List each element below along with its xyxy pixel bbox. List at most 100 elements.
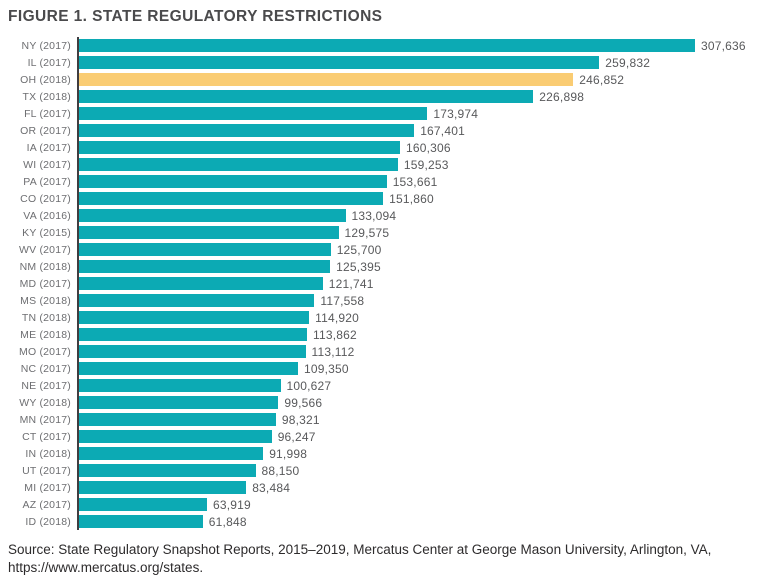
category-label: PA (2017) xyxy=(23,175,71,188)
category-label: AZ (2017) xyxy=(22,498,71,511)
bar-track: 133,094 xyxy=(77,207,760,224)
bar xyxy=(79,430,272,443)
value-label: 91,998 xyxy=(269,446,308,461)
category-label: MS (2018) xyxy=(20,294,71,307)
bar-track: 307,636 xyxy=(77,37,760,54)
value-label: 153,661 xyxy=(392,174,438,189)
category-label: KY (2015) xyxy=(22,226,71,239)
bar xyxy=(79,209,346,222)
value-label: 259,832 xyxy=(605,55,651,70)
category-label: UT (2017) xyxy=(22,464,71,477)
bar-row: ID (2018) 61,848 xyxy=(8,513,760,530)
bar xyxy=(79,39,695,52)
bar-track: 91,998 xyxy=(77,445,760,462)
bar-track: 99,566 xyxy=(77,394,760,411)
category-label: MD (2017) xyxy=(19,277,71,290)
category-label: NC (2017) xyxy=(20,362,71,375)
bar-track: 113,862 xyxy=(77,326,760,343)
category-label: FL (2017) xyxy=(24,107,71,120)
bar xyxy=(79,498,207,511)
bar-track: 63,919 xyxy=(77,496,760,513)
category-label: OH (2018) xyxy=(20,73,71,86)
bar-track: 125,700 xyxy=(77,241,760,258)
bar-row: CT (2017) 96,247 xyxy=(8,428,760,445)
value-label: 125,700 xyxy=(336,242,382,257)
bar-track: 117,558 xyxy=(77,292,760,309)
bar-row: WI (2017) 159,253 xyxy=(8,156,760,173)
bar-row: CO (2017) 151,860 xyxy=(8,190,760,207)
value-label: 98,321 xyxy=(281,412,320,427)
category-label: NE (2017) xyxy=(21,379,71,392)
bar-track: 153,661 xyxy=(77,173,760,190)
bar-track: 246,852 xyxy=(77,71,760,88)
bar-track: 159,253 xyxy=(77,156,760,173)
value-label: 133,094 xyxy=(351,208,397,223)
value-label: 113,862 xyxy=(313,327,357,342)
bar-track: 96,247 xyxy=(77,428,760,445)
bar-track: 129,575 xyxy=(77,224,760,241)
category-label: IL (2017) xyxy=(27,56,71,69)
value-label: 167,401 xyxy=(420,123,465,138)
value-label: 117,558 xyxy=(320,293,365,308)
bar xyxy=(79,447,264,460)
category-label: MN (2017) xyxy=(19,413,71,426)
bar xyxy=(79,158,398,171)
bar xyxy=(79,396,279,409)
bar xyxy=(79,345,306,358)
bar-track: 88,150 xyxy=(77,462,760,479)
value-label: 151,860 xyxy=(389,191,434,206)
value-label: 125,395 xyxy=(336,259,381,274)
bar-chart: NY (2017) 307,636 IL (2017) 259,832 OH (2018… xyxy=(8,37,760,530)
value-label: 246,852 xyxy=(579,72,625,87)
bar xyxy=(79,379,281,392)
bar-row: MI (2017) 83,484 xyxy=(8,479,760,496)
bar-track: 173,974 xyxy=(77,105,760,122)
category-label: MO (2017) xyxy=(19,345,71,358)
value-label: 100,627 xyxy=(286,378,332,393)
bar-row: IL (2017) 259,832 xyxy=(8,54,760,71)
chart-plot-area: NY (2017) 307,636 IL (2017) 259,832 OH (2018… xyxy=(8,37,760,530)
value-label: 173,974 xyxy=(433,106,479,121)
bar-row: IN (2018) 91,998 xyxy=(8,445,760,462)
bar xyxy=(79,464,256,477)
source-line-1: Source: State Regulatory Snapshot Report… xyxy=(8,542,712,557)
source-line-2: https://www.mercatus.org/states. xyxy=(8,559,204,575)
bar-row: VA (2016) 133,094 xyxy=(8,207,760,224)
value-label: 83,484 xyxy=(252,480,291,495)
bar xyxy=(79,124,415,137)
bar-track: 259,832 xyxy=(77,54,760,71)
value-label: 129,575 xyxy=(344,225,390,240)
bar-track: 167,401 xyxy=(77,122,760,139)
bar-row: TN (2018) 114,920 xyxy=(8,309,760,326)
category-label: IN (2018) xyxy=(25,447,71,460)
bar-row: OH (2018) 246,852 xyxy=(8,71,760,88)
bar xyxy=(79,413,276,426)
bar xyxy=(79,481,247,494)
bar-row: MN (2017) 98,321 xyxy=(8,411,760,428)
bar-track: 100,627 xyxy=(77,377,760,394)
value-label: 113,112 xyxy=(311,344,355,359)
bar-row: NM (2018) 125,395 xyxy=(8,258,760,275)
bar-row: KY (2015) 129,575 xyxy=(8,224,760,241)
value-label: 307,636 xyxy=(701,38,746,53)
bar xyxy=(79,515,203,528)
category-label: OR (2017) xyxy=(20,124,71,137)
category-label: TX (2018) xyxy=(22,90,71,103)
bar xyxy=(79,90,534,103)
value-label: 114,920 xyxy=(315,310,359,325)
category-label: TN (2018) xyxy=(21,311,71,324)
category-label: ID (2018) xyxy=(25,515,71,528)
bar xyxy=(79,362,298,375)
category-label: CO (2017) xyxy=(20,192,71,205)
bar-track: 83,484 xyxy=(77,479,760,496)
value-label: 109,350 xyxy=(304,361,349,376)
bar-track: 125,395 xyxy=(77,258,760,275)
bar-row: ME (2018) 113,862 xyxy=(8,326,760,343)
bar xyxy=(79,175,387,188)
bar-track: 151,860 xyxy=(77,190,760,207)
bar-row: FL (2017) 173,974 xyxy=(8,105,760,122)
bar xyxy=(79,56,600,69)
bar-row: OR (2017) 167,401 xyxy=(8,122,760,139)
value-label: 96,247 xyxy=(277,429,316,444)
